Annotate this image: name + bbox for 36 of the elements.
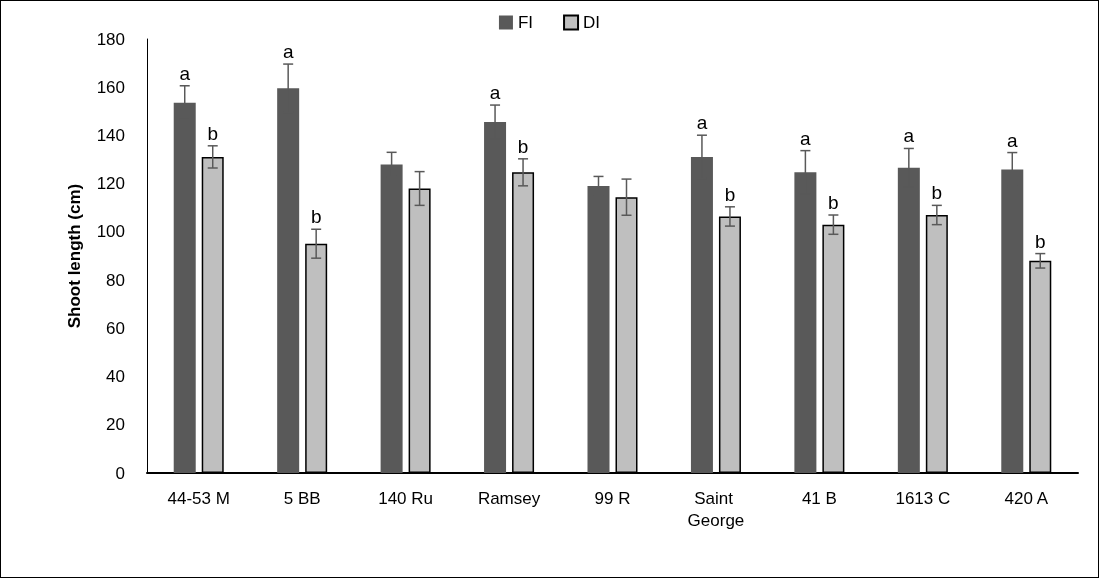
x-tick-label: Saint George — [687, 488, 745, 530]
annotation: a — [696, 112, 708, 134]
x-tick-label: 1613 C — [895, 488, 951, 508]
annotation: a — [800, 127, 812, 149]
annotation: b — [517, 135, 529, 157]
y-tick-label: 40 — [106, 367, 125, 387]
x-tick-label: 41 B — [801, 488, 837, 508]
annotation: a — [282, 41, 294, 63]
legend-label: FI — [517, 13, 534, 32]
y-tick-label: 180 — [96, 29, 125, 49]
annotation: a — [489, 82, 501, 104]
y-tick-label: 140 — [96, 125, 125, 145]
x-tick-label: 99 R — [594, 488, 631, 508]
y-tick-label: 120 — [96, 174, 125, 194]
y-tick-label: 60 — [106, 318, 125, 338]
annotation: b — [1034, 230, 1046, 252]
y-tick-label: 160 — [96, 77, 125, 97]
annotation: a — [179, 62, 191, 84]
y-tick-label: 100 — [96, 222, 125, 242]
annotation: b — [310, 206, 322, 228]
annotation: b — [931, 182, 943, 204]
x-tick-label: 44-53 M — [167, 488, 230, 508]
y-tick-label: 0 — [115, 463, 125, 483]
x-tick-label: 5 BB — [283, 488, 321, 508]
y-axis-title: Shoot length (cm) — [65, 183, 84, 329]
y-tick-label: 80 — [106, 270, 125, 290]
annotation: a — [903, 125, 915, 147]
y-tick-label: 20 — [106, 415, 125, 435]
annotation: b — [207, 122, 219, 144]
annotation: b — [828, 192, 839, 214]
x-tick-label: 140 Ru — [378, 488, 434, 508]
legend-label: DI — [583, 13, 601, 32]
x-tick-label: 420 A — [1004, 488, 1049, 508]
x-tick-label: Ramsey — [477, 488, 541, 508]
annotation: a — [1006, 129, 1018, 151]
annotation: b — [724, 183, 736, 205]
